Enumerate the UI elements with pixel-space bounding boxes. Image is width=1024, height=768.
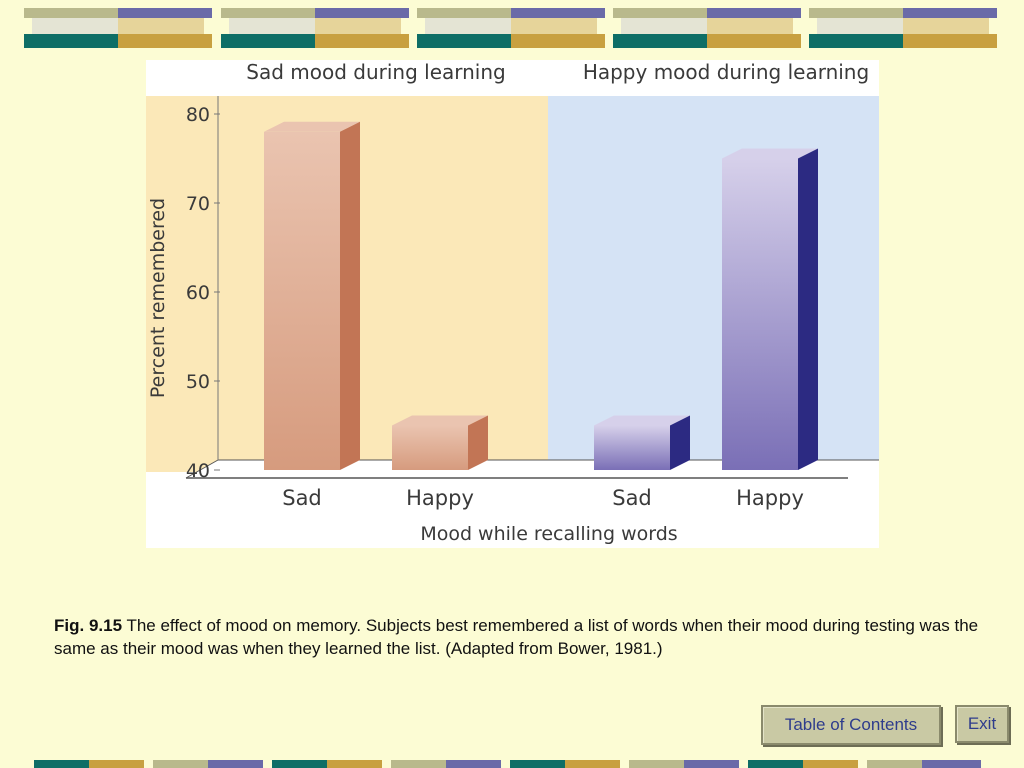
bar-top-face: [722, 148, 818, 159]
header-banner-3: [417, 8, 605, 48]
figure-label: Fig. 9.15: [54, 616, 123, 635]
happy-learning-panel-bg: [548, 96, 879, 472]
y-tick-label-80: 80: [186, 104, 210, 126]
bar-front-face: [594, 425, 670, 470]
bar-top-face: [264, 121, 360, 132]
header-banner-1: [24, 8, 212, 48]
x-tick-labels: Sad Happy Sad Happy: [282, 486, 804, 510]
footer-strip-7: [748, 760, 858, 768]
footer-strip-3: [272, 760, 382, 768]
footer-strip-4: [391, 760, 501, 768]
floor-left-edge: [185, 459, 219, 479]
exit-button[interactable]: Exit: [955, 705, 1009, 743]
footer-strip-5: [510, 760, 620, 768]
caption-text: The effect of mood on memory. Subjects b…: [54, 616, 979, 658]
x-tick-label-sad-sad-learning: Sad: [282, 486, 322, 510]
bar-side-face: [468, 415, 488, 470]
bar-side-face: [798, 148, 818, 470]
bar-chart: Sad mood during learning Happy mood duri…: [146, 60, 879, 545]
panel-title-happy-learning: Happy mood during learning: [583, 60, 869, 84]
chart-floor: [186, 460, 879, 478]
x-tick-label-sad-happy-learning: Sad: [612, 486, 652, 510]
x-axis-label: Mood while recalling words: [420, 523, 677, 545]
header-banner-5: [809, 8, 997, 48]
footer-strip-6: [629, 760, 739, 768]
bar-sad-learning-happy: [392, 415, 488, 470]
footer-strip-8: [867, 760, 981, 768]
bar-side-face: [670, 415, 690, 470]
bar-top-face: [594, 415, 690, 426]
y-tick-label-50: 50: [186, 371, 210, 393]
table-of-contents-button[interactable]: Table of Contents: [761, 705, 941, 745]
figure-caption: Fig. 9.15 The effect of mood on memory. …: [54, 614, 984, 660]
bar-front-face: [264, 131, 340, 471]
bars: [264, 121, 818, 471]
y-tick-label-40: 40: [186, 460, 210, 482]
y-axis-label: Percent remembered: [147, 198, 169, 398]
x-tick-label-happy-happy-learning: Happy: [736, 486, 804, 510]
panel-title-sad-learning: Sad mood during learning: [246, 60, 505, 84]
bar-top-face: [392, 415, 488, 426]
header-banner-4: [613, 8, 801, 48]
y-ticks: 40 50 60 70 80: [186, 104, 220, 482]
y-tick-label-70: 70: [186, 193, 210, 215]
chart-figure: Sad mood during learning Happy mood duri…: [146, 60, 879, 548]
bar-front-face: [722, 158, 798, 470]
y-tick-label-60: 60: [186, 282, 210, 304]
bar-happy-learning-happy: [722, 148, 818, 470]
bar-happy-learning-sad: [594, 415, 690, 470]
bar-sad-learning-sad: [264, 121, 360, 471]
bar-side-face: [340, 121, 360, 471]
header-banner-2: [221, 8, 409, 48]
footer-strip-1: [34, 760, 144, 768]
footer-strip-2: [153, 760, 263, 768]
x-tick-label-happy-sad-learning: Happy: [406, 486, 474, 510]
bar-front-face: [392, 425, 468, 470]
